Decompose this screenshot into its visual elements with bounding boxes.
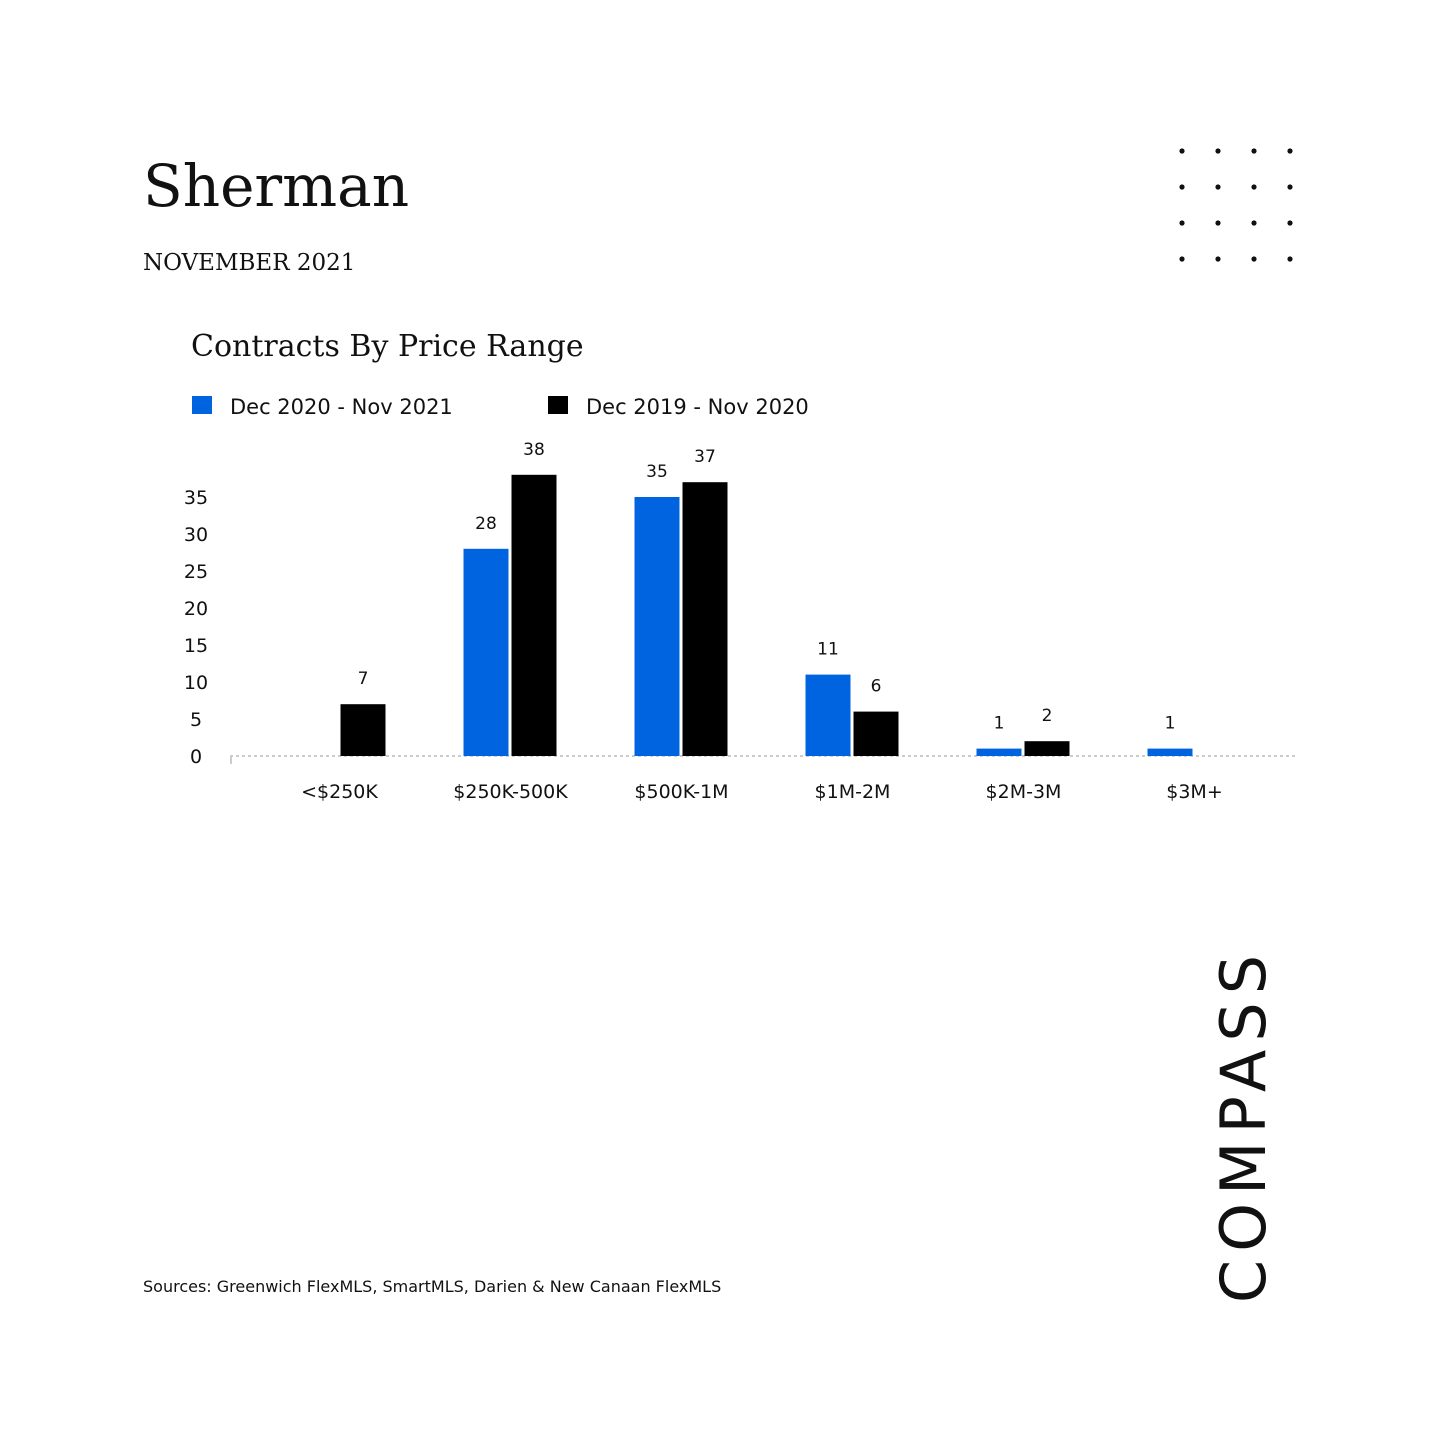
value-label: 37 bbox=[694, 447, 716, 467]
x-tick-label: $1M-2M bbox=[815, 781, 891, 803]
x-tick-label: $3M+ bbox=[1166, 781, 1223, 803]
y-tick-label: 5 bbox=[190, 709, 202, 731]
bar bbox=[1147, 748, 1193, 756]
value-label: 7 bbox=[358, 669, 369, 689]
dot bbox=[1179, 256, 1185, 262]
y-tick-label: 20 bbox=[184, 598, 208, 620]
page-title: Sherman bbox=[143, 152, 409, 220]
legend-label: Dec 2019 - Nov 2020 bbox=[586, 395, 809, 419]
value-label: 35 bbox=[646, 462, 668, 482]
dot bbox=[1215, 184, 1221, 190]
bar bbox=[1024, 741, 1070, 756]
dot bbox=[1179, 220, 1185, 226]
sources: Sources: Greenwich FlexMLS, SmartMLS, Da… bbox=[143, 1277, 721, 1296]
x-tick-label: $250K-500K bbox=[453, 781, 568, 803]
value-label: 6 bbox=[871, 677, 882, 697]
value-label: 2 bbox=[1042, 706, 1053, 726]
value-label: 38 bbox=[523, 440, 545, 460]
legend-swatch bbox=[548, 396, 568, 414]
bar bbox=[805, 674, 851, 756]
x-tick-label: <$250K bbox=[301, 781, 378, 803]
dot bbox=[1287, 220, 1293, 226]
dot bbox=[1287, 256, 1293, 262]
value-label: 28 bbox=[475, 514, 497, 534]
dot bbox=[1251, 148, 1257, 154]
dot bbox=[1215, 256, 1221, 262]
dot bbox=[1287, 184, 1293, 190]
dot bbox=[1251, 184, 1257, 190]
x-tick-label: $2M-3M bbox=[986, 781, 1062, 803]
dot bbox=[1179, 148, 1185, 154]
logo: COMPASS bbox=[1207, 947, 1280, 1303]
dot bbox=[1251, 256, 1257, 262]
bar bbox=[463, 548, 509, 756]
y-tick-label: 0 bbox=[190, 746, 202, 768]
dot bbox=[1287, 148, 1293, 154]
bar bbox=[682, 482, 728, 756]
y-tick-label: 10 bbox=[184, 672, 208, 694]
x-tick-label: $500K-1M bbox=[634, 781, 728, 803]
y-tick-label: 30 bbox=[184, 524, 208, 546]
legend-swatch bbox=[192, 396, 212, 414]
page-subtitle: NOVEMBER 2021 bbox=[143, 250, 355, 276]
y-tick-label: 25 bbox=[184, 561, 208, 583]
dot-grid bbox=[1179, 148, 1293, 262]
dot bbox=[1179, 184, 1185, 190]
dot bbox=[1215, 148, 1221, 154]
chart-title: Contracts By Price Range bbox=[191, 329, 584, 364]
dot bbox=[1251, 220, 1257, 226]
y-tick-label: 15 bbox=[184, 635, 208, 657]
value-label: 11 bbox=[817, 640, 839, 660]
value-label: 1 bbox=[1165, 714, 1176, 734]
dot bbox=[1215, 220, 1221, 226]
bar bbox=[634, 497, 680, 756]
bar bbox=[340, 704, 386, 756]
y-tick-label: 35 bbox=[184, 487, 208, 509]
value-label: 1 bbox=[994, 714, 1005, 734]
bar bbox=[511, 474, 557, 756]
bar bbox=[853, 711, 899, 756]
bar bbox=[976, 748, 1022, 756]
legend-label: Dec 2020 - Nov 2021 bbox=[230, 395, 453, 419]
